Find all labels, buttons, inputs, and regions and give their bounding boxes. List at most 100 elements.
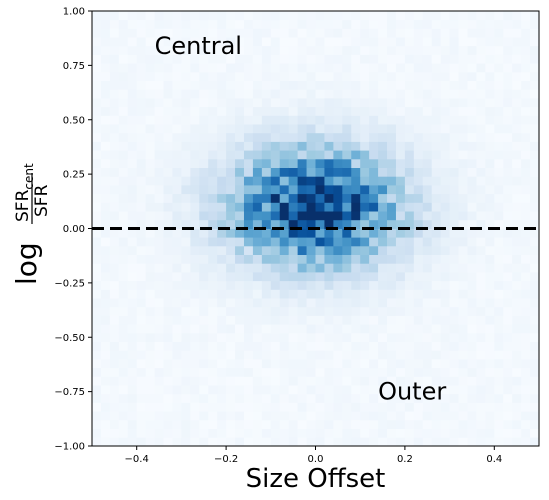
heatmap-cell bbox=[413, 306, 424, 316]
heatmap-cell bbox=[243, 315, 254, 325]
heatmap-cell bbox=[324, 185, 334, 195]
heatmap-cell bbox=[190, 411, 200, 421]
heatmap-cell bbox=[467, 411, 477, 421]
heatmap-cell bbox=[163, 228, 173, 238]
heatmap-cell bbox=[279, 254, 290, 264]
heatmap-cell bbox=[163, 341, 173, 351]
heatmap-cell bbox=[378, 428, 388, 438]
heatmap-cell bbox=[342, 45, 352, 55]
heatmap-cell bbox=[387, 193, 397, 203]
heatmap-cell bbox=[378, 28, 388, 38]
heatmap-cell bbox=[208, 437, 218, 447]
heatmap-cell bbox=[449, 54, 459, 64]
heatmap-cell bbox=[235, 132, 245, 142]
heatmap-cell bbox=[315, 167, 325, 177]
heatmap-cell bbox=[458, 167, 468, 177]
heatmap-cell bbox=[252, 376, 263, 386]
heatmap-cell bbox=[503, 63, 513, 73]
heatmap-cell bbox=[467, 341, 477, 351]
heatmap-cell bbox=[404, 419, 415, 429]
heatmap-cell bbox=[503, 19, 513, 29]
heatmap-cell bbox=[145, 393, 155, 403]
heatmap-cell bbox=[92, 176, 102, 186]
heatmap-cell bbox=[494, 71, 504, 81]
heatmap-cell bbox=[503, 185, 513, 195]
heatmap-cell bbox=[243, 158, 254, 168]
heatmap-cell bbox=[333, 359, 343, 369]
heatmap-cell bbox=[342, 263, 352, 273]
heatmap-cell bbox=[243, 367, 254, 377]
heatmap-cell bbox=[226, 19, 236, 29]
heatmap-cell bbox=[235, 115, 245, 125]
heatmap-cell bbox=[199, 289, 209, 299]
heatmap-cell bbox=[440, 367, 450, 377]
heatmap-cell bbox=[92, 385, 102, 395]
heatmap-cell bbox=[467, 167, 477, 177]
heatmap-cell bbox=[422, 141, 433, 151]
heatmap-cell bbox=[378, 158, 388, 168]
heatmap-cell bbox=[261, 272, 272, 282]
heatmap-cell bbox=[503, 315, 513, 325]
heatmap-cell bbox=[485, 141, 495, 151]
heatmap-cell bbox=[512, 19, 522, 29]
heatmap-cell bbox=[404, 80, 415, 90]
heatmap-cell bbox=[181, 132, 191, 142]
heatmap-cell bbox=[136, 193, 147, 203]
heatmap-cell bbox=[476, 228, 486, 238]
heatmap-cell bbox=[387, 289, 397, 299]
heatmap-cell bbox=[431, 350, 442, 360]
heatmap-cell bbox=[404, 63, 415, 73]
heatmap-cell bbox=[163, 437, 173, 447]
heatmap-cell bbox=[92, 298, 102, 308]
heatmap-cell bbox=[181, 289, 191, 299]
heatmap-cell bbox=[297, 28, 307, 38]
heatmap-cell bbox=[494, 324, 504, 334]
heatmap-cell bbox=[449, 63, 459, 73]
heatmap-cell bbox=[360, 324, 370, 334]
heatmap-cell bbox=[118, 306, 129, 316]
heatmap-cell bbox=[351, 37, 361, 47]
heatmap-cell bbox=[243, 263, 254, 273]
heatmap-cell bbox=[458, 158, 468, 168]
heatmap-cell bbox=[485, 272, 495, 282]
heatmap-cell bbox=[92, 350, 102, 360]
heatmap-cell bbox=[252, 411, 263, 421]
heatmap-cell bbox=[342, 385, 352, 395]
heatmap-cell bbox=[145, 315, 155, 325]
heatmap-cell bbox=[208, 306, 218, 316]
heatmap-cell bbox=[243, 402, 254, 412]
heatmap-cell bbox=[324, 54, 334, 64]
heatmap-cell bbox=[485, 176, 495, 186]
heatmap-cell bbox=[360, 332, 370, 342]
heatmap-cell bbox=[485, 71, 495, 81]
heatmap-cell bbox=[109, 280, 120, 290]
heatmap-cell bbox=[92, 228, 102, 238]
heatmap-cell bbox=[458, 254, 468, 264]
heatmap-cell bbox=[476, 332, 486, 342]
heatmap-cell bbox=[100, 150, 111, 160]
heatmap-cell bbox=[208, 332, 218, 342]
heatmap-cell bbox=[467, 89, 477, 99]
heatmap-cell bbox=[422, 332, 433, 342]
heatmap-cell bbox=[485, 306, 495, 316]
heatmap-cell bbox=[494, 124, 504, 134]
heatmap-cell bbox=[342, 402, 352, 412]
heatmap-cell bbox=[494, 202, 504, 212]
heatmap-cell bbox=[109, 19, 120, 29]
heatmap-cell bbox=[136, 359, 147, 369]
heatmap-cell bbox=[127, 263, 138, 273]
heatmap-cell bbox=[127, 332, 138, 342]
heatmap-cell bbox=[118, 367, 129, 377]
heatmap-cell bbox=[261, 158, 272, 168]
heatmap-cell bbox=[136, 272, 147, 282]
heatmap-cell bbox=[503, 176, 513, 186]
heatmap-cell bbox=[163, 385, 173, 395]
heatmap-cell bbox=[360, 132, 370, 142]
heatmap-cell bbox=[387, 341, 397, 351]
heatmap-cell bbox=[163, 298, 173, 308]
heatmap-cell bbox=[485, 228, 495, 238]
heatmap-cell bbox=[297, 437, 307, 447]
heatmap-cell bbox=[404, 272, 415, 282]
heatmap-cell bbox=[369, 115, 379, 125]
heatmap-cell bbox=[306, 158, 316, 168]
